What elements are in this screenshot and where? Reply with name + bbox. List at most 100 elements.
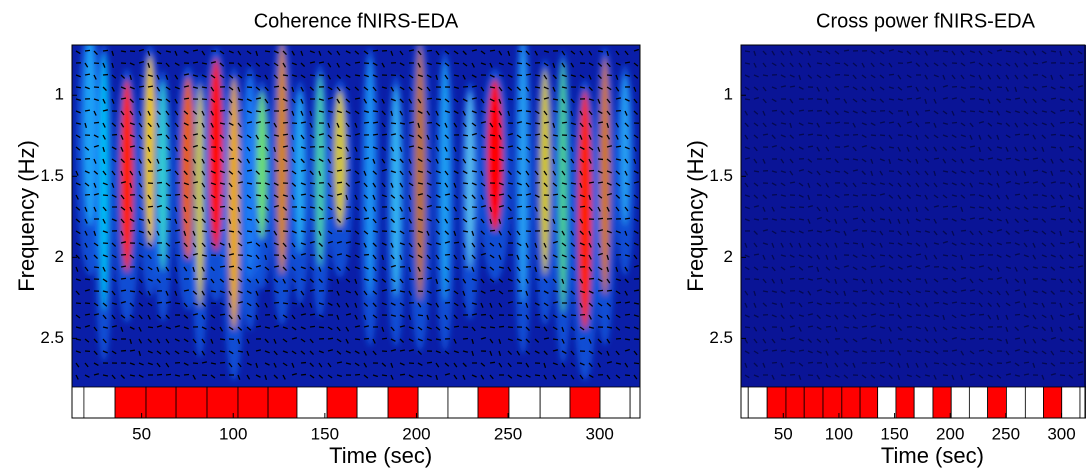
phase-arrow [915,62,921,67]
phase-arrow [807,301,814,304]
phase-arrow [1077,146,1083,151]
phase-arrow [852,228,858,232]
phase-arrow [237,158,242,164]
phase-arrow [75,230,81,235]
phase-arrow [174,218,178,224]
phase-arrow [165,86,171,91]
phase-arrow [1041,85,1048,88]
phase-arrow [102,170,107,176]
phase-arrow [300,290,305,296]
phase-arrow [246,302,252,307]
phase-arrow [264,254,267,260]
phase-arrow [417,193,424,196]
phase-arrow [615,145,622,148]
phase-arrow [435,374,439,380]
x-tick-label: 200 [402,424,430,443]
phase-arrow [201,350,206,356]
phase-arrow [381,194,387,198]
phase-arrow [870,194,877,197]
phase-arrow [915,218,921,222]
phase-arrow [534,338,540,343]
phase-arrow [165,326,171,330]
phase-arrow [753,182,759,187]
phase-arrow [75,290,80,296]
phase-arrow [843,62,849,67]
phase-arrow [156,50,162,55]
phase-arrow [561,110,567,113]
phase-arrow [372,74,378,78]
phase-arrow [120,110,125,116]
phase-arrow [264,74,269,80]
phase-arrow [435,182,442,185]
streak [365,57,375,297]
phase-arrow [807,218,811,224]
phase-arrow [1014,74,1019,80]
phase-arrow [300,62,306,67]
phase-arrow [1050,242,1055,248]
phase-arrow [933,350,939,355]
phase-arrow [1041,266,1048,269]
phase-arrow [888,206,893,212]
phase-arrow [408,326,414,330]
phase-arrow [834,158,839,164]
phase-arrow [183,122,189,126]
phase-arrow [291,266,296,272]
phase-arrow [408,158,412,164]
phase-arrow [183,50,189,54]
phase-arrow [771,374,775,380]
phase-arrow [228,86,234,91]
phase-arrow [435,194,441,198]
phase-arrow [228,157,235,160]
phase-arrow [408,206,412,212]
phase-arrow [816,230,823,233]
phase-arrow [102,62,106,68]
phase-arrow [780,266,786,271]
phase-arrow [879,121,886,124]
phase-arrow [507,62,513,66]
phase-arrow [120,265,127,268]
phase-arrow [825,206,829,212]
phase-arrow [897,278,903,283]
phase-arrow [861,374,867,379]
phase-arrow [426,290,432,294]
phase-arrow [138,134,143,140]
phase-arrow [897,326,902,331]
phase-arrow [507,230,512,236]
phase-arrow [951,254,957,258]
phase-arrow [498,362,503,368]
phase-arrow [1050,350,1055,356]
phase-arrow [597,229,604,232]
phase-arrow [1014,337,1021,340]
phase-arrow [996,254,1002,258]
phase-arrow [960,98,966,103]
phase-arrow [1014,62,1019,68]
phase-arrow [825,194,831,199]
phase-arrow [933,362,940,365]
phase-arrow [300,302,305,308]
phase-arrow [933,374,937,380]
phase-arrow [633,289,640,292]
phase-arrow [615,158,622,161]
phase-arrow [291,182,297,187]
phase-arrow [84,266,89,272]
phase-arrow [336,134,342,138]
phase-arrow [552,314,558,319]
phase-arrow [129,254,135,259]
phase-arrow [888,242,895,245]
phase-arrow [606,110,611,116]
phase-arrow [381,110,386,116]
phase-arrow [978,278,984,283]
phase-arrow [1005,74,1010,80]
phase-arrow [363,194,369,199]
phase-arrow [543,266,550,269]
phase-arrow [102,218,106,224]
phase-arrow [399,217,406,220]
phase-arrow [237,194,242,200]
phase-arrow [309,338,314,344]
phase-arrow [318,278,323,284]
phase-arrow [870,110,877,113]
phase-arrow [201,122,205,128]
phase-arrow [255,302,260,308]
phase-arrow [1014,266,1018,272]
phase-arrow [327,122,331,128]
